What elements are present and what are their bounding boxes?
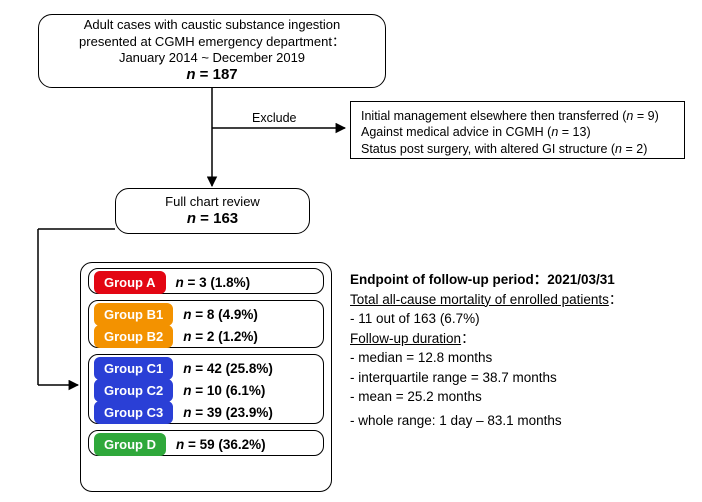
summary-fu-line: Follow-up duration： bbox=[350, 329, 690, 349]
group-b1-value: n = 8 (4.9%) bbox=[183, 307, 258, 322]
enroll-line2: presented at CGMH emergency department： bbox=[79, 34, 345, 50]
review-n: n = 163 bbox=[187, 210, 238, 229]
group-b2-tag: Group B2 bbox=[94, 325, 173, 348]
group-b1-tag: Group B1 bbox=[94, 303, 173, 326]
exclude-line3: Status post surgery, with altered GI str… bbox=[361, 141, 674, 157]
group-d-tag: Group D bbox=[94, 433, 166, 456]
enroll-n: n = 187 bbox=[186, 66, 237, 85]
summary-block: Endpoint of follow-up period：2021/03/31 … bbox=[350, 270, 690, 431]
summary-fu3: - mean = 25.2 months bbox=[350, 387, 690, 407]
exclude-line1: Initial management elsewhere then transf… bbox=[361, 108, 674, 124]
group-a-tag: Group A bbox=[94, 271, 166, 294]
review-box: Full chart review n = 163 bbox=[115, 188, 310, 234]
summary-endpoint: Endpoint of follow-up period：2021/03/31 bbox=[350, 270, 690, 290]
exclude-box: Initial management elsewhere then transf… bbox=[350, 101, 685, 159]
group-b2-value: n = 2 (1.2%) bbox=[183, 329, 258, 344]
group-b1-row: Group B1 n = 8 (4.9%) bbox=[94, 303, 258, 326]
group-c3-tag: Group C3 bbox=[94, 401, 173, 424]
enrollment-box: Adult cases with caustic substance inges… bbox=[38, 14, 386, 88]
summary-fu4: - whole range: 1 day – 83.1 months bbox=[350, 411, 690, 431]
exclude-label: Exclude bbox=[252, 111, 296, 125]
group-d-row: Group D n = 59 (36.2%) bbox=[94, 433, 266, 456]
enroll-line1: Adult cases with caustic substance inges… bbox=[84, 17, 341, 33]
group-c2-tag: Group C2 bbox=[94, 379, 173, 402]
group-c3-row: Group C3 n = 39 (23.9%) bbox=[94, 401, 273, 424]
group-c2-row: Group C2 n = 10 (6.1%) bbox=[94, 379, 265, 402]
group-d-value: n = 59 (36.2%) bbox=[176, 437, 266, 452]
group-a-row: Group A n = 3 (1.8%) bbox=[94, 271, 250, 294]
summary-total-line: Total all-cause mortality of enrolled pa… bbox=[350, 290, 690, 310]
summary-total-val: - 11 out of 163 (6.7%) bbox=[350, 309, 690, 329]
group-a-value: n = 3 (1.8%) bbox=[176, 275, 251, 290]
group-b2-row: Group B2 n = 2 (1.2%) bbox=[94, 325, 258, 348]
exclude-line2: Against medical advice in CGMH (n = 13) bbox=[361, 124, 674, 140]
summary-fu1: - median = 12.8 months bbox=[350, 348, 690, 368]
group-c1-value: n = 42 (25.8%) bbox=[183, 361, 273, 376]
summary-fu2: - interquartile range = 38.7 months bbox=[350, 368, 690, 388]
group-c1-tag: Group C1 bbox=[94, 357, 173, 380]
review-line1: Full chart review bbox=[165, 194, 260, 210]
group-c1-row: Group C1 n = 42 (25.8%) bbox=[94, 357, 273, 380]
group-c3-value: n = 39 (23.9%) bbox=[183, 405, 273, 420]
group-c2-value: n = 10 (6.1%) bbox=[183, 383, 265, 398]
enroll-line3: January 2014 ~ December 2019 bbox=[119, 50, 305, 66]
